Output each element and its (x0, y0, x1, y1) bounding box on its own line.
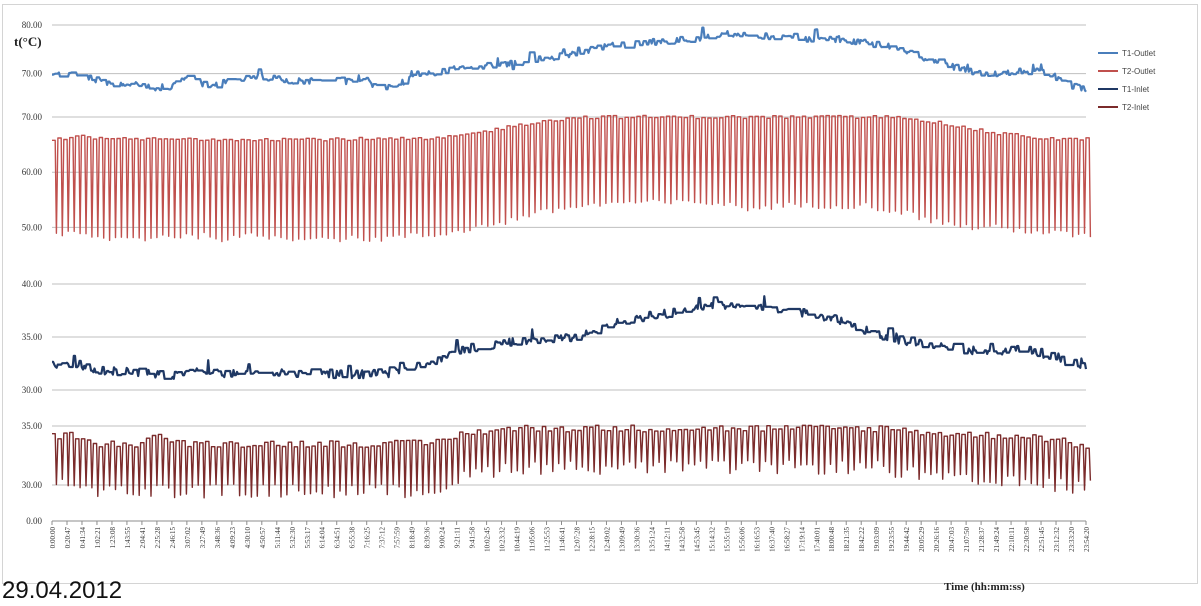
x-tick-label: 2:25:28 (154, 527, 162, 549)
y-tick-label: 80.00 (22, 20, 43, 30)
x-tick-label: 0:20:47 (64, 527, 72, 549)
x-tick-label: 20:47:03 (948, 527, 956, 552)
x-tick-label: 14:53:45 (693, 527, 701, 552)
x-tick-label: 0:41:34 (79, 527, 87, 549)
x-tick-label: 8:18:49 (409, 527, 417, 549)
x-tick-label: 21:07:50 (963, 527, 971, 552)
x-tick-label: 4:09:23 (229, 527, 237, 549)
y-tick-label: 30.00 (22, 480, 43, 490)
x-tick-label: 16:16:53 (753, 527, 761, 552)
x-tick-label: 5:11:44 (274, 527, 282, 549)
x-tick-label: 3:27:49 (199, 527, 207, 549)
x-tick-label: 2:04:41 (139, 527, 147, 549)
x-tick-label: 19:44:42 (903, 527, 911, 552)
x-tick-label: 3:48:36 (214, 527, 222, 549)
y-tick-label: 70.00 (22, 69, 43, 79)
x-tick-label: 12:28:15 (588, 527, 596, 552)
x-tick-label: 7:57:59 (394, 527, 402, 549)
x-tick-label: 1:23:08 (109, 527, 117, 549)
series-line-t1-outlet (51, 26, 1087, 93)
series-line-t1-inlet (51, 295, 1088, 380)
x-tick-label: 13:51:24 (648, 527, 656, 552)
x-tick-label: 16:58:27 (783, 527, 791, 552)
x-tick-label: 15:56:06 (738, 527, 746, 552)
series-line-t2-outlet (52, 114, 1092, 243)
x-axis-title: Time (hh:mm:ss) (944, 581, 1025, 593)
series-line-t2-inlet (52, 424, 1092, 499)
x-tick-label: 7:16:25 (364, 527, 372, 549)
x-tick-label: 22:10:11 (1008, 527, 1016, 552)
y-tick-label: 60.00 (22, 167, 43, 177)
series-layer (51, 26, 1092, 499)
x-tick-label: 21:28:37 (978, 527, 986, 552)
x-tick-label: 9:41:58 (469, 527, 477, 549)
x-tick-label: 6:34:51 (334, 527, 342, 549)
x-tick-label: 16:37:40 (768, 527, 776, 552)
x-tick-label: 18:00:48 (828, 527, 836, 552)
x-tick-label: 13:30:36 (633, 527, 641, 552)
legend-label: T2-Inlet (1122, 103, 1150, 112)
legend-label: T1-Outlet (1122, 49, 1156, 58)
x-tick-label: 10:44:19 (514, 527, 522, 552)
x-tick-label: 11:05:06 (529, 527, 537, 552)
x-tick-label: 5:32:30 (289, 527, 297, 549)
x-tick-label: 22:51:45 (1038, 527, 1046, 552)
y-axis-unit-label: t(°C) (14, 34, 42, 49)
x-tick-label: 1:43:55 (124, 527, 132, 549)
y-tick-label: 35.00 (22, 332, 43, 342)
y-tick-label: 40.00 (22, 279, 43, 289)
x-tick-label: 9:21:11 (454, 527, 462, 549)
x-tick-label: 4:50:57 (259, 527, 267, 549)
x-tick-label: 22:30:58 (1023, 527, 1031, 552)
x-tick-label: 15:14:32 (708, 527, 716, 552)
chart-frame (2, 4, 1198, 584)
x-tick-label: 10:23:32 (499, 527, 507, 552)
y-tick-label: 70.00 (22, 112, 43, 122)
x-tick-label: 23:54:20 (1083, 527, 1091, 552)
x-tick-label: 9:00:24 (439, 527, 447, 549)
y-tick-label: 30.00 (22, 385, 43, 395)
x-tick-label: 2:46:15 (169, 527, 177, 549)
x-tick-label: 17:40:01 (813, 527, 821, 552)
x-tick-label: 0:00:00 (49, 527, 57, 549)
grid-layer (52, 24, 1086, 522)
x-tick-label: 10:02:45 (484, 527, 492, 552)
x-tick-label: 19:23:55 (888, 527, 896, 552)
x-tick-label: 3:07:02 (184, 527, 192, 549)
date-label: 29.04.2012 (2, 577, 123, 604)
legend-label: T2-Outlet (1122, 67, 1156, 76)
y-tick-label: 50.00 (22, 222, 43, 232)
x-tick-label: 23:33:20 (1068, 527, 1076, 552)
legend-label: T1-Inlet (1122, 85, 1150, 94)
x-tick-label: 4:30:10 (244, 527, 252, 549)
x-tick-label: 6:14:04 (319, 527, 327, 549)
legend: T1-Outlet T2-Outlet T1-Inlet T2-Inlet (1098, 49, 1156, 112)
x-tick-label: 11:46:41 (559, 527, 567, 552)
x-tick-label: 18:21:35 (843, 527, 851, 552)
x-tick-label: 13:09:49 (618, 527, 626, 552)
axis-layer: 70.00 80.00 50.00 60.00 70.00 30.00 35.00 40.00… (22, 20, 1091, 552)
x-tick-label: 14:32:58 (678, 527, 686, 552)
x-tick-label: 21:49:24 (993, 527, 1001, 552)
x-tick-label: 23:12:32 (1053, 527, 1061, 552)
x-tick-label: 14:12:11 (663, 527, 671, 552)
x-tick-label: 5:53:17 (304, 527, 312, 549)
x-tick-label: 11:25:53 (544, 527, 552, 552)
x-tick-label: 20:05:29 (918, 527, 926, 552)
x-tick-label: 18:42:22 (858, 527, 866, 552)
x-tick-label: 20:26:16 (933, 527, 941, 552)
x-tick-label: 19:03:09 (873, 527, 881, 552)
y-tick-label: 0.00 (26, 516, 42, 526)
x-tick-label: 12:07:28 (573, 527, 581, 552)
x-tick-label: 8:39:36 (424, 527, 432, 549)
x-tick-label: 15:35:19 (723, 527, 731, 552)
x-tick-label: 6:55:38 (349, 527, 357, 549)
x-tick-label: 12:49:02 (603, 527, 611, 552)
x-tick-label: 7:37:12 (379, 527, 387, 549)
y-tick-label: 35.00 (22, 421, 43, 431)
x-tick-label: 17:19:14 (798, 527, 806, 552)
x-tick-label: 1:02:21 (94, 527, 102, 549)
